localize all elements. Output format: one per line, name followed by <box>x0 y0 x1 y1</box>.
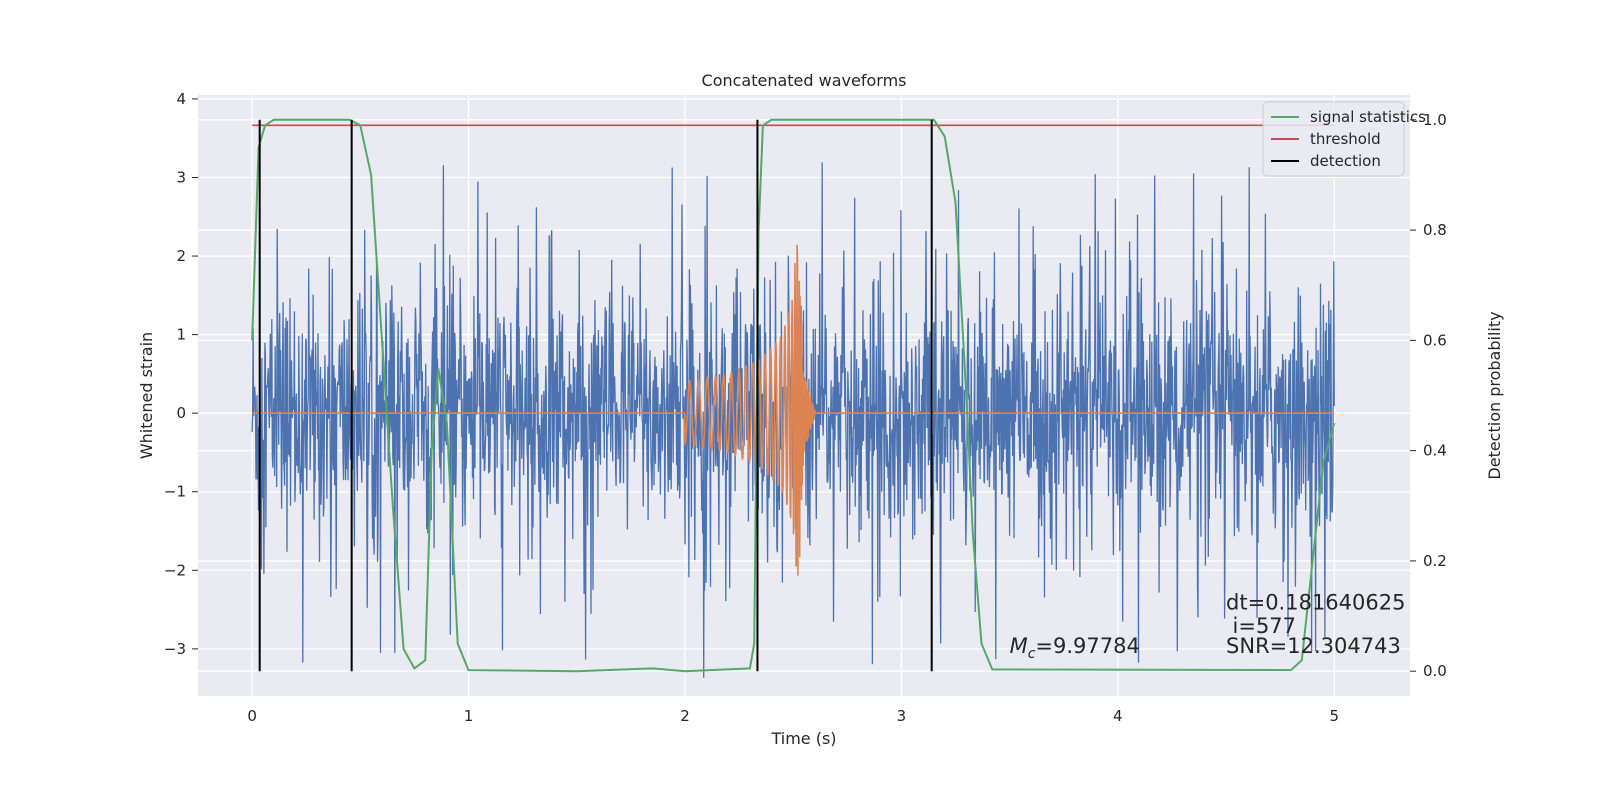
y-tick-label: −1 <box>164 483 186 501</box>
annotation-value: =9.97784 <box>1035 634 1139 658</box>
y-tick-label: 2 <box>176 247 186 265</box>
series-layer <box>251 118 1336 678</box>
y2-tick-labels: 0.0 0.2 0.4 0.6 0.8 1.0 <box>1410 111 1447 680</box>
x-tick-label: 3 <box>897 707 907 725</box>
annotation-text: SNR=12.304743 <box>1226 634 1401 658</box>
annotation-math-symbol: M <box>1010 634 1028 658</box>
legend-label: signal statistics <box>1310 108 1426 126</box>
annotation-math-subscript: c <box>1028 646 1036 662</box>
y-tick-label: −3 <box>164 640 186 658</box>
x-tick-label: 4 <box>1113 707 1123 725</box>
x-axis-label: Time (s) <box>770 729 836 748</box>
y2-tick-label: 0.6 <box>1423 331 1447 349</box>
chart-title: Concatenated waveforms <box>702 71 907 90</box>
annotation-text: dt=0.181640625 <box>1226 591 1405 615</box>
annotation-text: Mc=9.97784 <box>1010 634 1140 662</box>
y2-tick-label: 1.0 <box>1423 111 1447 129</box>
y2-tick-label: 0.0 <box>1423 662 1447 680</box>
y-axis-label: Whitened strain <box>137 332 156 459</box>
legend-label: threshold <box>1310 130 1381 148</box>
x-tick-label: 0 <box>247 707 257 725</box>
annotation-text: i=577 <box>1233 614 1297 638</box>
y-tick-label: 4 <box>176 90 186 108</box>
y-tick-label: 0 <box>176 404 186 422</box>
x-tick-label: 5 <box>1329 707 1339 725</box>
signal-statistics-line <box>251 118 1336 673</box>
y2-tick-label: 0.2 <box>1423 552 1447 570</box>
y2-tick-label: 0.4 <box>1423 442 1447 460</box>
x-tick-label: 2 <box>680 707 690 725</box>
y-tick-label: 1 <box>176 326 186 344</box>
waveform-series-line <box>252 244 1335 576</box>
x-tick-labels: 0 1 2 3 4 5 <box>247 707 1339 725</box>
y2-tick-label: 0.8 <box>1423 221 1447 239</box>
y-tick-label: 3 <box>176 168 186 186</box>
y-tick-labels: −3 −2 −1 0 1 2 3 4 <box>164 90 198 658</box>
legend: signal statistics threshold detection <box>1262 101 1426 177</box>
y-tick-label: −2 <box>164 561 186 579</box>
legend-label: detection <box>1310 152 1381 170</box>
legend-box <box>1262 101 1405 177</box>
y2-axis-label: Detection probability <box>1485 311 1504 479</box>
x-tick-label: 1 <box>464 707 474 725</box>
